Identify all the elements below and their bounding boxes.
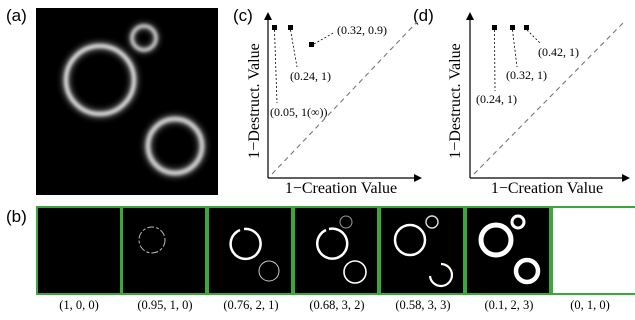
filtration-caption: (0.76, 2, 1): [223, 298, 279, 312]
filtration-frame: [293, 206, 379, 295]
point-label: (0.24, 1): [290, 69, 331, 83]
filtration-strip: [36, 206, 635, 295]
filtration-caption: (0.1, 2, 3): [484, 298, 534, 312]
point-marker: [309, 42, 314, 47]
point-marker: [288, 25, 293, 30]
small-ring: [130, 24, 158, 52]
filtration-caption: (1, 0, 0): [59, 298, 99, 312]
medium-ring: [146, 117, 204, 175]
y-axis-label: 1−Destruct. Value: [447, 43, 464, 158]
point-marker: [510, 25, 515, 30]
point-label: (0.32, 1): [506, 68, 547, 82]
panel-label-a: (a): [6, 6, 27, 25]
leader-line: [290, 29, 298, 68]
panel-label-c: (c): [233, 6, 253, 25]
filtration-frame: [207, 206, 293, 295]
filtration-caption: (0.95, 1, 0): [137, 298, 193, 312]
y-axis-label: 1−Destruct. Value: [246, 43, 263, 158]
panel-label-d: (d): [413, 6, 434, 25]
x-axis-label: 1−Creation Value: [491, 180, 603, 196]
filtration-frame: [36, 206, 122, 295]
filtration-caption: (0.58, 3, 3): [395, 298, 451, 312]
leader-line: [494, 29, 496, 92]
point-label: (0.24, 1): [476, 92, 517, 106]
point-marker: [492, 25, 497, 30]
filtration-frame: [379, 206, 465, 295]
point-marker: [524, 25, 529, 30]
point-marker: [272, 25, 277, 30]
panel-label-b: (b): [6, 207, 27, 226]
leader-line: [526, 29, 542, 45]
x-axis-label: 1−Creation Value: [285, 180, 397, 196]
panel-a-image: [36, 8, 218, 195]
large-ring: [64, 44, 136, 116]
filtration-caption: (0.68, 3, 2): [309, 298, 365, 312]
filtration-frame: [551, 206, 635, 295]
diagonal: [271, 21, 418, 175]
point-label: (0.05, 1(∞)): [270, 105, 328, 119]
point-label: (0.42, 1): [538, 45, 579, 59]
persistence-diagram-d: (0.24, 1) (0.32, 1) (0.42, 1) 1−Destruct…: [447, 12, 630, 196]
persistence-diagram-c: (0.05, 1(∞)) (0.24, 1) (0.32, 0.9) 1−Des…: [246, 12, 422, 196]
leader-line: [274, 29, 278, 104]
filtration-frame: [465, 206, 551, 295]
point-label: (0.32, 0.9): [337, 23, 387, 37]
filtration-caption: (0, 1, 0): [570, 298, 610, 312]
leader-line: [512, 29, 518, 68]
leader-line: [313, 31, 336, 45]
filtration-frame: [121, 206, 207, 295]
